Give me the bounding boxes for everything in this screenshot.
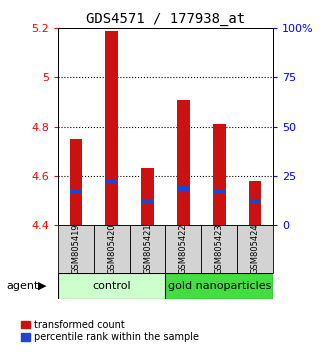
Bar	[70, 189, 82, 194]
Bar	[130, 225, 166, 273]
Bar	[94, 225, 130, 273]
Text: GSM805420: GSM805420	[107, 223, 116, 274]
Text: ▶: ▶	[38, 281, 47, 291]
Bar	[141, 168, 154, 225]
Bar	[70, 139, 82, 225]
Text: agent: agent	[7, 281, 39, 291]
Text: GSM805422: GSM805422	[179, 223, 188, 274]
Text: GSM805419: GSM805419	[71, 223, 80, 274]
Bar	[237, 225, 273, 273]
Bar	[249, 199, 261, 204]
Bar	[58, 273, 166, 299]
Bar	[106, 31, 118, 225]
Bar	[166, 225, 201, 273]
Bar	[106, 179, 118, 183]
Bar	[213, 124, 225, 225]
Text: control: control	[92, 281, 131, 291]
Bar	[249, 181, 261, 225]
Bar	[166, 273, 273, 299]
Bar	[201, 225, 237, 273]
Legend: transformed count, percentile rank within the sample: transformed count, percentile rank withi…	[22, 320, 199, 342]
Text: GSM805424: GSM805424	[251, 223, 260, 274]
Text: GSM805421: GSM805421	[143, 223, 152, 274]
Bar	[177, 186, 190, 191]
Bar	[177, 99, 190, 225]
Text: GDS4571 / 177938_at: GDS4571 / 177938_at	[86, 12, 245, 27]
Text: gold nanoparticles: gold nanoparticles	[167, 281, 271, 291]
Bar	[213, 189, 225, 194]
Bar	[141, 199, 154, 204]
Text: GSM805423: GSM805423	[215, 223, 224, 274]
Bar	[58, 225, 94, 273]
